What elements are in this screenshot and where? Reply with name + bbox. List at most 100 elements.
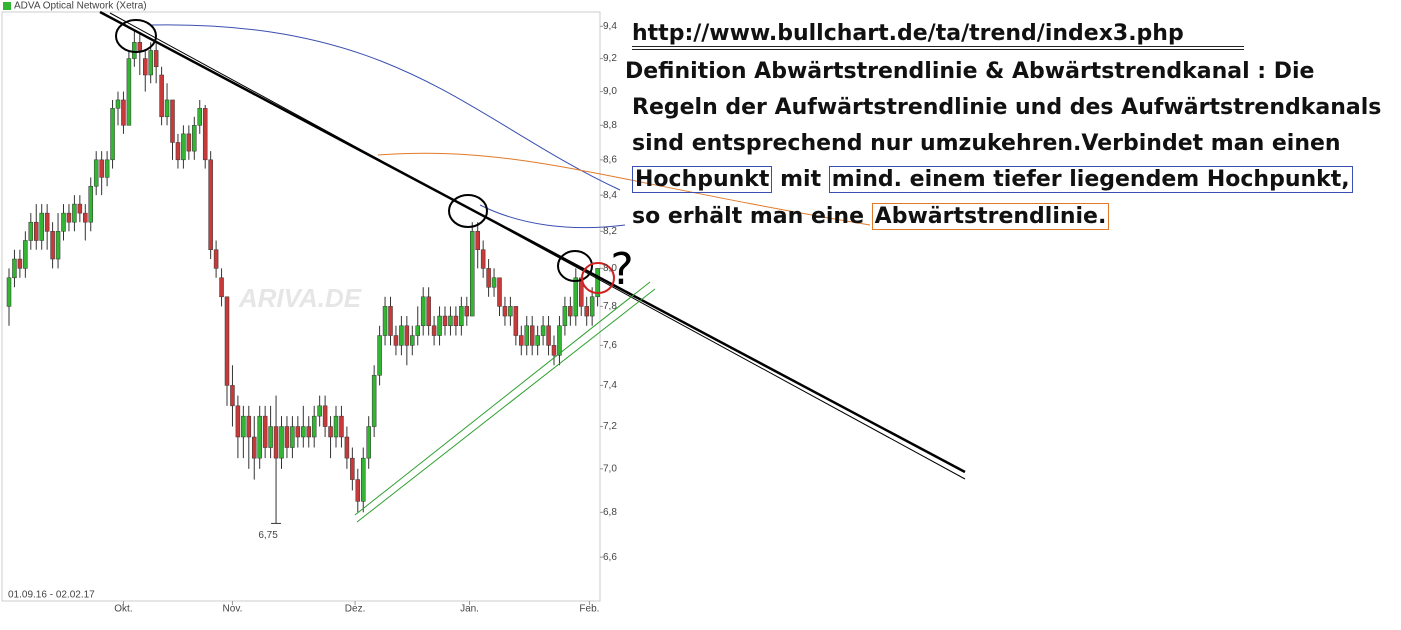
candle-body [55,231,61,260]
candle-body [241,415,246,438]
candle-body [257,415,262,459]
candle-body [420,296,426,327]
note-link[interactable]: http://www.bullchart.de/ta/trend/index3.… [632,21,1244,50]
candle-body [546,325,551,346]
note-line: so erhält man eine Abwärtstrendlinie. [632,203,1110,231]
note-line: sind entsprechend nur umzukehren.Verbind… [632,130,1341,158]
candle-body [322,405,328,427]
candle-body [290,426,295,448]
candle-body [361,457,366,502]
candle-body [83,212,88,223]
candle-body [589,296,595,317]
circle-marker [557,250,593,282]
candle-body [77,203,83,214]
candle-body [480,249,486,269]
candle-body [393,335,399,346]
date-range: 01.09.16 - 02.02.17 [8,590,95,601]
candle-body [208,159,213,250]
candle-body [306,426,311,438]
candle-body [371,375,377,427]
candle-body [6,277,12,307]
y-tick-label: 6,8 [603,507,617,518]
candle-body [431,325,437,336]
candle-body [153,50,159,68]
candle-body [143,58,148,76]
y-tick-label: 7,2 [603,421,617,432]
candle-body [562,306,568,327]
candle-body [486,268,491,288]
note-text: Abwärtstrendlinie. [871,203,1110,230]
candle-body [273,426,279,459]
question-mark: ? [610,244,633,295]
candle-body [388,306,393,336]
candle-body [437,315,442,336]
candle-body [502,306,508,317]
candle-body [230,385,235,407]
candle-body [262,415,268,448]
note-link-line: http://www.bullchart.de/ta/trend/index3.… [632,20,1244,50]
circle-marker [115,19,157,53]
candle-body [497,277,502,307]
candle-body [448,315,453,327]
candle-body [44,212,50,232]
candle-body [301,426,306,438]
candle-body [442,315,448,327]
candle-body [410,335,415,346]
candle-body [132,42,137,59]
y-tick-label: 9,2 [603,53,617,64]
candle-body [17,258,23,269]
candle-body [595,268,600,298]
y-tick-label: 8,0 [603,263,617,274]
candle-body [34,221,39,241]
candle-body [72,203,77,223]
candle-body [284,426,290,448]
candle-body [164,99,170,118]
candle-body [224,296,230,386]
candle-body [557,325,562,356]
candle-body [88,185,93,223]
note-text: sind entsprechend nur umzukehren.Verbind… [632,131,1341,156]
candle-body [540,325,546,336]
blue-connector [479,204,626,229]
candle-body [279,426,284,459]
candle-body [568,306,573,317]
note-text: Hochpunkt [632,166,773,193]
candle-body [333,415,339,438]
x-tick-label: Okt. [114,604,132,615]
candle-body [573,277,579,317]
note-text: Definition Abwärtstrendlinie & Abwärtstr… [625,59,1315,84]
candle-body [50,231,55,260]
candle-body [197,108,202,126]
low-label: 6,75 [258,530,278,541]
candle-body [235,405,241,438]
blue-connector [149,24,621,191]
candle-body [121,99,126,126]
candle-body [535,335,540,346]
candle-body [295,426,301,438]
candle-body [104,159,110,178]
x-tick-label: Nov. [223,604,243,615]
candle-body [66,212,72,223]
candle-body [115,99,121,109]
candle-body [453,315,459,327]
orange-connector [377,152,871,226]
y-tick-label: 8,2 [603,226,617,237]
candle-body [137,42,143,51]
candle-body [246,415,252,438]
candle-body [426,296,431,327]
candle-body [508,306,513,317]
candle-body [12,258,17,279]
note-line: Definition Abwärtstrendlinie & Abwärtstr… [625,58,1314,86]
candle-body [268,426,273,448]
candle-body [99,159,104,178]
candle-body [159,74,164,118]
candle-body [404,325,410,346]
circle-marker [581,262,615,294]
note-text: mit [772,167,829,192]
legend-swatch [3,2,11,10]
candle-body [328,426,333,438]
candle-body [61,212,66,232]
candle-body [93,159,99,187]
candle-body [399,325,404,346]
